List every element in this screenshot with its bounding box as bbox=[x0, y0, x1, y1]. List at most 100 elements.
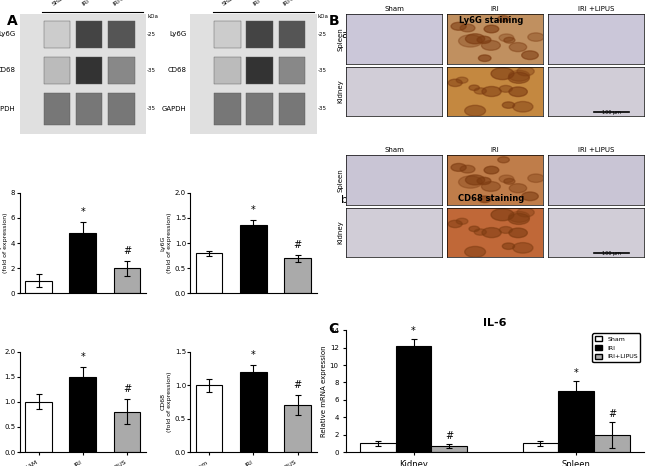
FancyBboxPatch shape bbox=[76, 93, 102, 124]
Text: *: * bbox=[411, 326, 416, 336]
Circle shape bbox=[491, 209, 514, 221]
Text: IRI: IRI bbox=[252, 0, 261, 7]
Title: Sham: Sham bbox=[384, 6, 404, 12]
Circle shape bbox=[528, 174, 544, 182]
Bar bbox=[240, 372, 266, 452]
Text: -35: -35 bbox=[318, 68, 327, 73]
FancyBboxPatch shape bbox=[214, 93, 240, 124]
Text: IRI: IRI bbox=[81, 0, 91, 7]
Circle shape bbox=[465, 105, 486, 116]
FancyBboxPatch shape bbox=[246, 21, 273, 48]
Title: IRI +LIPUS: IRI +LIPUS bbox=[578, 147, 614, 153]
Circle shape bbox=[504, 37, 515, 43]
Circle shape bbox=[513, 102, 533, 112]
Bar bbox=[432, 446, 467, 452]
Circle shape bbox=[465, 175, 485, 185]
FancyBboxPatch shape bbox=[279, 93, 306, 124]
Title: IRI +LIPUS: IRI +LIPUS bbox=[578, 6, 614, 12]
Text: b: b bbox=[341, 195, 348, 206]
Text: a: a bbox=[26, 32, 33, 42]
FancyBboxPatch shape bbox=[214, 21, 240, 48]
Circle shape bbox=[482, 227, 501, 238]
Circle shape bbox=[482, 87, 501, 96]
Text: *: * bbox=[574, 368, 578, 378]
FancyBboxPatch shape bbox=[44, 93, 70, 124]
Text: *: * bbox=[251, 350, 256, 360]
Bar bbox=[114, 412, 140, 452]
Circle shape bbox=[477, 177, 491, 185]
Circle shape bbox=[460, 165, 475, 173]
Text: -25: -25 bbox=[147, 32, 156, 37]
FancyBboxPatch shape bbox=[76, 21, 102, 48]
Circle shape bbox=[491, 68, 514, 80]
FancyBboxPatch shape bbox=[246, 93, 273, 124]
Text: #: # bbox=[294, 380, 302, 390]
Bar bbox=[594, 435, 630, 452]
FancyBboxPatch shape bbox=[279, 21, 306, 48]
Bar bbox=[360, 443, 396, 452]
Circle shape bbox=[482, 41, 500, 50]
Circle shape bbox=[498, 16, 510, 22]
Circle shape bbox=[499, 226, 512, 233]
Text: Sham: Sham bbox=[51, 0, 69, 7]
Y-axis label: Kidney: Kidney bbox=[337, 80, 344, 103]
Circle shape bbox=[448, 220, 462, 227]
Circle shape bbox=[502, 243, 515, 249]
Text: *: * bbox=[251, 206, 256, 215]
Circle shape bbox=[469, 85, 480, 90]
Circle shape bbox=[499, 85, 512, 92]
Circle shape bbox=[474, 229, 486, 235]
Y-axis label: CD68
(fold of expression): CD68 (fold of expression) bbox=[0, 372, 1, 432]
Text: #: # bbox=[123, 246, 131, 255]
Text: CD68: CD68 bbox=[0, 68, 16, 74]
Title: IL-6: IL-6 bbox=[483, 318, 507, 328]
Bar bbox=[25, 402, 52, 452]
Y-axis label: Ly6G
(fold of expression): Ly6G (fold of expression) bbox=[0, 213, 8, 273]
Circle shape bbox=[517, 67, 534, 76]
Bar bbox=[70, 377, 96, 452]
Text: *: * bbox=[81, 352, 85, 362]
Bar bbox=[396, 346, 432, 452]
Text: CD68 staining: CD68 staining bbox=[458, 193, 524, 203]
Text: kDa: kDa bbox=[318, 14, 329, 19]
Title: IRI: IRI bbox=[491, 147, 499, 153]
Y-axis label: Spleen: Spleen bbox=[337, 27, 344, 51]
Circle shape bbox=[528, 33, 544, 41]
Circle shape bbox=[502, 102, 515, 108]
Circle shape bbox=[509, 212, 530, 222]
Circle shape bbox=[504, 178, 515, 184]
Text: #: # bbox=[123, 384, 131, 394]
Circle shape bbox=[522, 192, 538, 201]
Text: kDa: kDa bbox=[147, 14, 158, 19]
FancyBboxPatch shape bbox=[44, 21, 70, 48]
Circle shape bbox=[451, 164, 466, 171]
Circle shape bbox=[465, 247, 486, 257]
Text: #: # bbox=[445, 431, 454, 441]
Y-axis label: Ly6G
(fold of expression): Ly6G (fold of expression) bbox=[161, 213, 172, 273]
Bar bbox=[558, 391, 594, 452]
Circle shape bbox=[458, 35, 482, 47]
Bar bbox=[284, 405, 311, 452]
Circle shape bbox=[508, 213, 529, 225]
FancyBboxPatch shape bbox=[76, 57, 102, 84]
Bar bbox=[70, 233, 96, 293]
Text: a: a bbox=[341, 30, 348, 40]
Bar bbox=[523, 443, 558, 452]
Circle shape bbox=[513, 243, 533, 253]
Circle shape bbox=[456, 77, 468, 83]
Circle shape bbox=[508, 72, 529, 83]
Y-axis label: Kidney: Kidney bbox=[337, 220, 344, 244]
Text: -25: -25 bbox=[318, 32, 327, 37]
Circle shape bbox=[509, 87, 527, 96]
Text: B: B bbox=[328, 14, 339, 28]
Bar bbox=[196, 385, 222, 452]
Text: Sham: Sham bbox=[222, 0, 239, 7]
Text: -35: -35 bbox=[147, 68, 156, 73]
Title: IRI: IRI bbox=[491, 6, 499, 12]
Text: CD68: CD68 bbox=[168, 68, 187, 74]
Title: Sham: Sham bbox=[384, 147, 404, 153]
FancyBboxPatch shape bbox=[108, 57, 135, 84]
Text: #: # bbox=[294, 240, 302, 249]
Circle shape bbox=[509, 228, 527, 238]
Legend: Sham, IRI, IRI+LIPUS: Sham, IRI, IRI+LIPUS bbox=[592, 334, 640, 362]
